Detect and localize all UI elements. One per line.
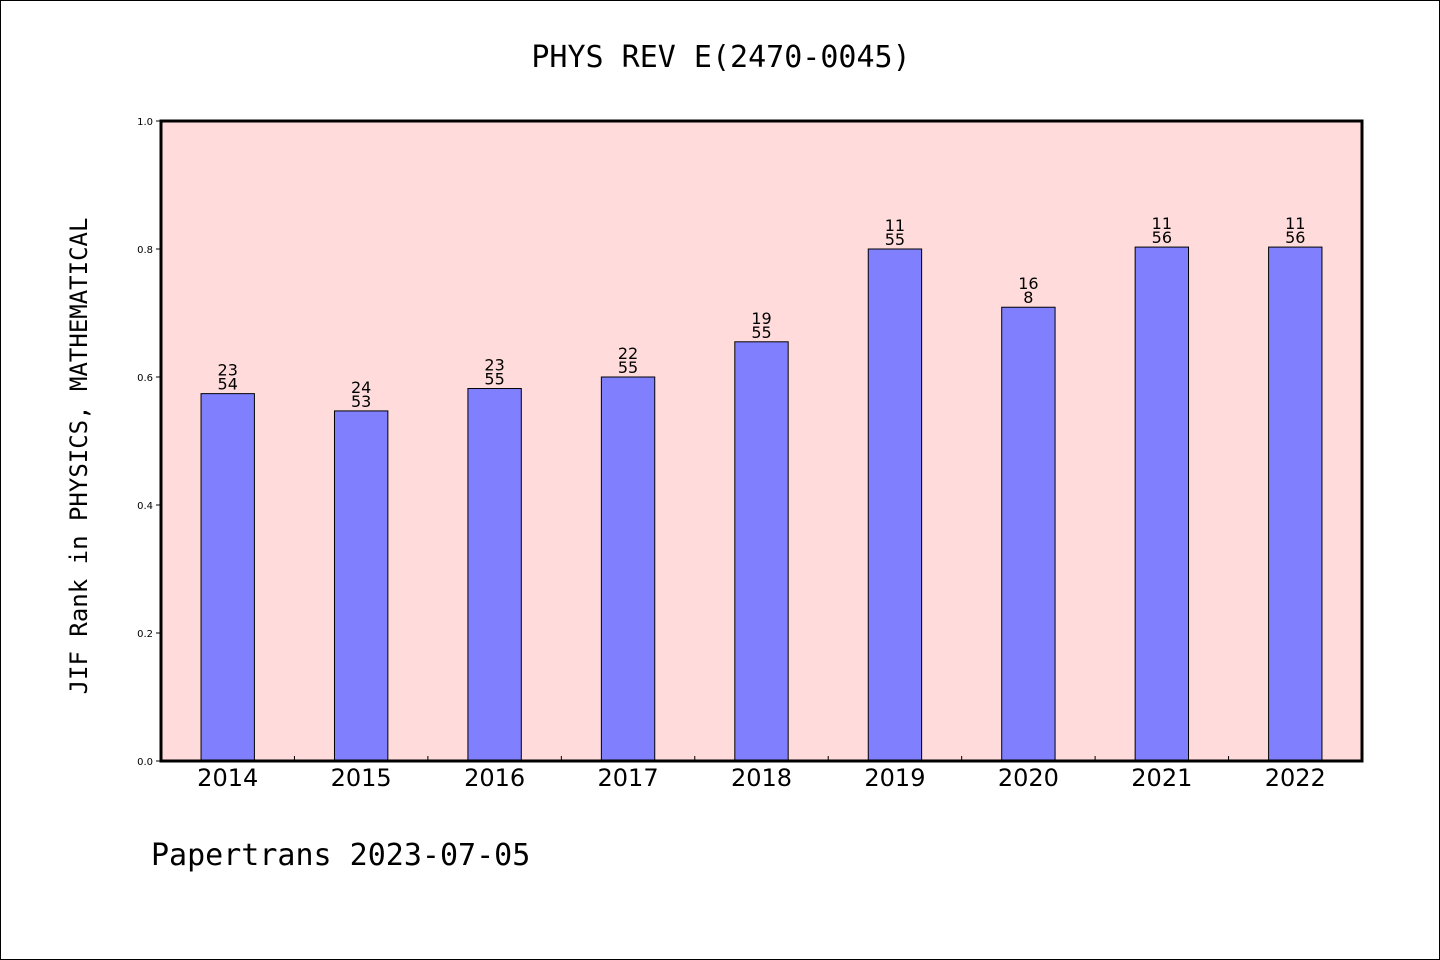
- bar-2021: [1134, 246, 1190, 762]
- y-axis-ticks: 0.0 0.2 0.4 0.6 0.8 1.0: [137, 117, 161, 768]
- footer-watermark: Papertrans 2023-07-05: [151, 838, 530, 873]
- data-label-total: 56: [1152, 228, 1172, 247]
- y-tick-label: 1.0: [137, 117, 153, 128]
- data-label-rank: 11: [1285, 214, 1305, 233]
- data-label-total: 54: [218, 375, 238, 394]
- x-tick-label: 2016: [464, 764, 525, 792]
- data-label-rank: 24: [351, 378, 371, 397]
- data-label-total: 8: [1023, 288, 1033, 307]
- bar-2018: [734, 341, 789, 762]
- bars-group: [200, 246, 1323, 762]
- x-tick-label: 2017: [598, 764, 659, 792]
- plot-frame: [159, 119, 1364, 763]
- data-label-rank: 23: [218, 361, 238, 380]
- data-label-rank: 11: [885, 216, 905, 235]
- data-label-rank: 16: [1018, 274, 1038, 293]
- y-axis-label: JIF Rank in PHYSICS, MATHEMATICAL: [65, 218, 93, 695]
- data-label-total: 55: [885, 230, 905, 249]
- bar-2022: [1268, 246, 1323, 762]
- bar-2016: [467, 388, 522, 762]
- y-tick-label: 0.4: [137, 501, 153, 512]
- data-label-total: 55: [751, 323, 771, 342]
- x-tick-label: 2014: [197, 764, 258, 792]
- bar-2014: [200, 393, 255, 762]
- y-tick-label: 0.0: [137, 757, 153, 768]
- x-tick-label: 2015: [331, 764, 392, 792]
- bar-2015: [333, 410, 389, 762]
- x-tick-label: 2019: [864, 764, 925, 792]
- x-tick-label: 2018: [731, 764, 792, 792]
- x-tick-label: 2021: [1131, 764, 1192, 792]
- data-label-total: 53: [351, 392, 371, 411]
- chart-title: PHYS REV E(2470-0045): [531, 40, 910, 75]
- data-label-rank: 22: [618, 344, 638, 363]
- data-label-total: 56: [1285, 228, 1305, 247]
- bar-2017: [600, 376, 656, 762]
- bar-2020: [1001, 306, 1056, 762]
- x-tick-label: 2022: [1265, 764, 1326, 792]
- data-label-total: 55: [484, 370, 504, 389]
- y-tick-label: 0.2: [137, 629, 153, 640]
- bar-2019: [867, 248, 923, 762]
- x-tick-label: 2020: [998, 764, 1059, 792]
- data-label-rank: 11: [1152, 214, 1172, 233]
- x-axis-ticks: 2014 2015 2016 2017 2018 2019 2020 2021 2022: [197, 756, 1326, 792]
- y-tick-label: 0.8: [137, 245, 153, 256]
- data-label-rank: 23: [484, 356, 504, 375]
- data-label-total: 55: [618, 358, 638, 377]
- data-label-rank: 19: [751, 309, 771, 328]
- y-tick-label: 0.6: [137, 373, 153, 384]
